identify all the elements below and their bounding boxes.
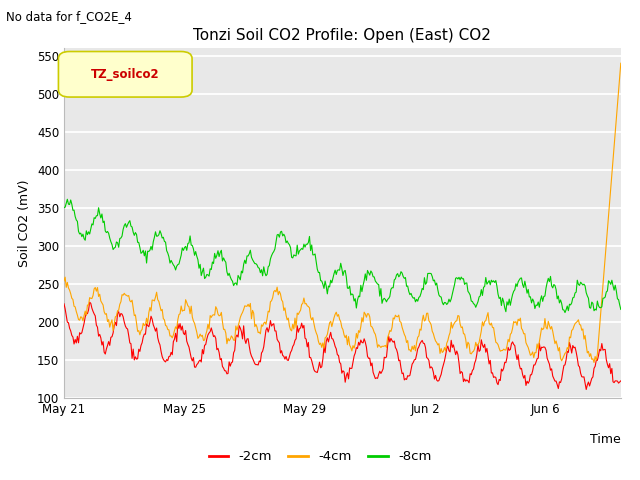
Legend: -2cm, -4cm, -8cm: -2cm, -4cm, -8cm — [204, 445, 436, 468]
Y-axis label: Soil CO2 (mV): Soil CO2 (mV) — [19, 180, 31, 267]
Text: Time: Time — [590, 433, 621, 446]
Text: TZ_soilco2: TZ_soilco2 — [91, 68, 159, 81]
Text: No data for f_CO2E_4: No data for f_CO2E_4 — [6, 10, 132, 23]
FancyBboxPatch shape — [58, 51, 192, 97]
Title: Tonzi Soil CO2 Profile: Open (East) CO2: Tonzi Soil CO2 Profile: Open (East) CO2 — [193, 28, 492, 43]
